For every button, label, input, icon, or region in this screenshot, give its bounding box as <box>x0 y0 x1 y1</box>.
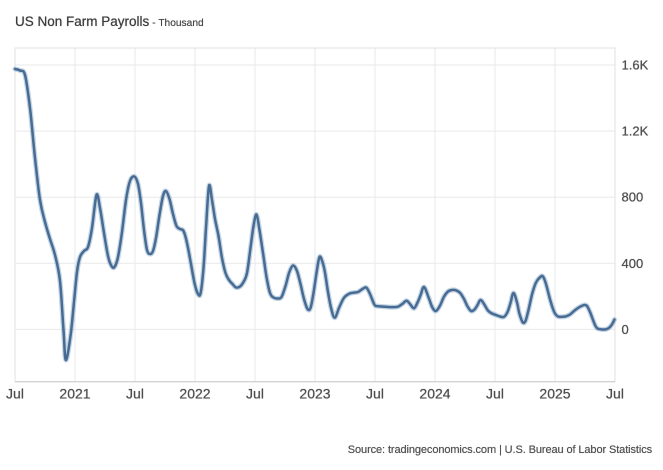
svg-text:Jul: Jul <box>6 386 24 402</box>
svg-text:0: 0 <box>622 322 629 337</box>
svg-text:2022: 2022 <box>179 386 210 402</box>
svg-text:2023: 2023 <box>299 386 330 402</box>
svg-text:2021: 2021 <box>59 386 90 402</box>
svg-text:1.6K: 1.6K <box>622 58 649 73</box>
svg-text:800: 800 <box>622 190 644 205</box>
svg-text:1.2K: 1.2K <box>622 124 649 139</box>
svg-text:Jul: Jul <box>246 386 264 402</box>
svg-text:Jul: Jul <box>606 386 624 402</box>
svg-text:Jul: Jul <box>126 386 144 402</box>
svg-text:Jul: Jul <box>486 386 504 402</box>
svg-text:Jul: Jul <box>366 386 384 402</box>
svg-text:2024: 2024 <box>419 386 450 402</box>
svg-text:2025: 2025 <box>539 386 570 402</box>
svg-text:400: 400 <box>622 256 644 271</box>
